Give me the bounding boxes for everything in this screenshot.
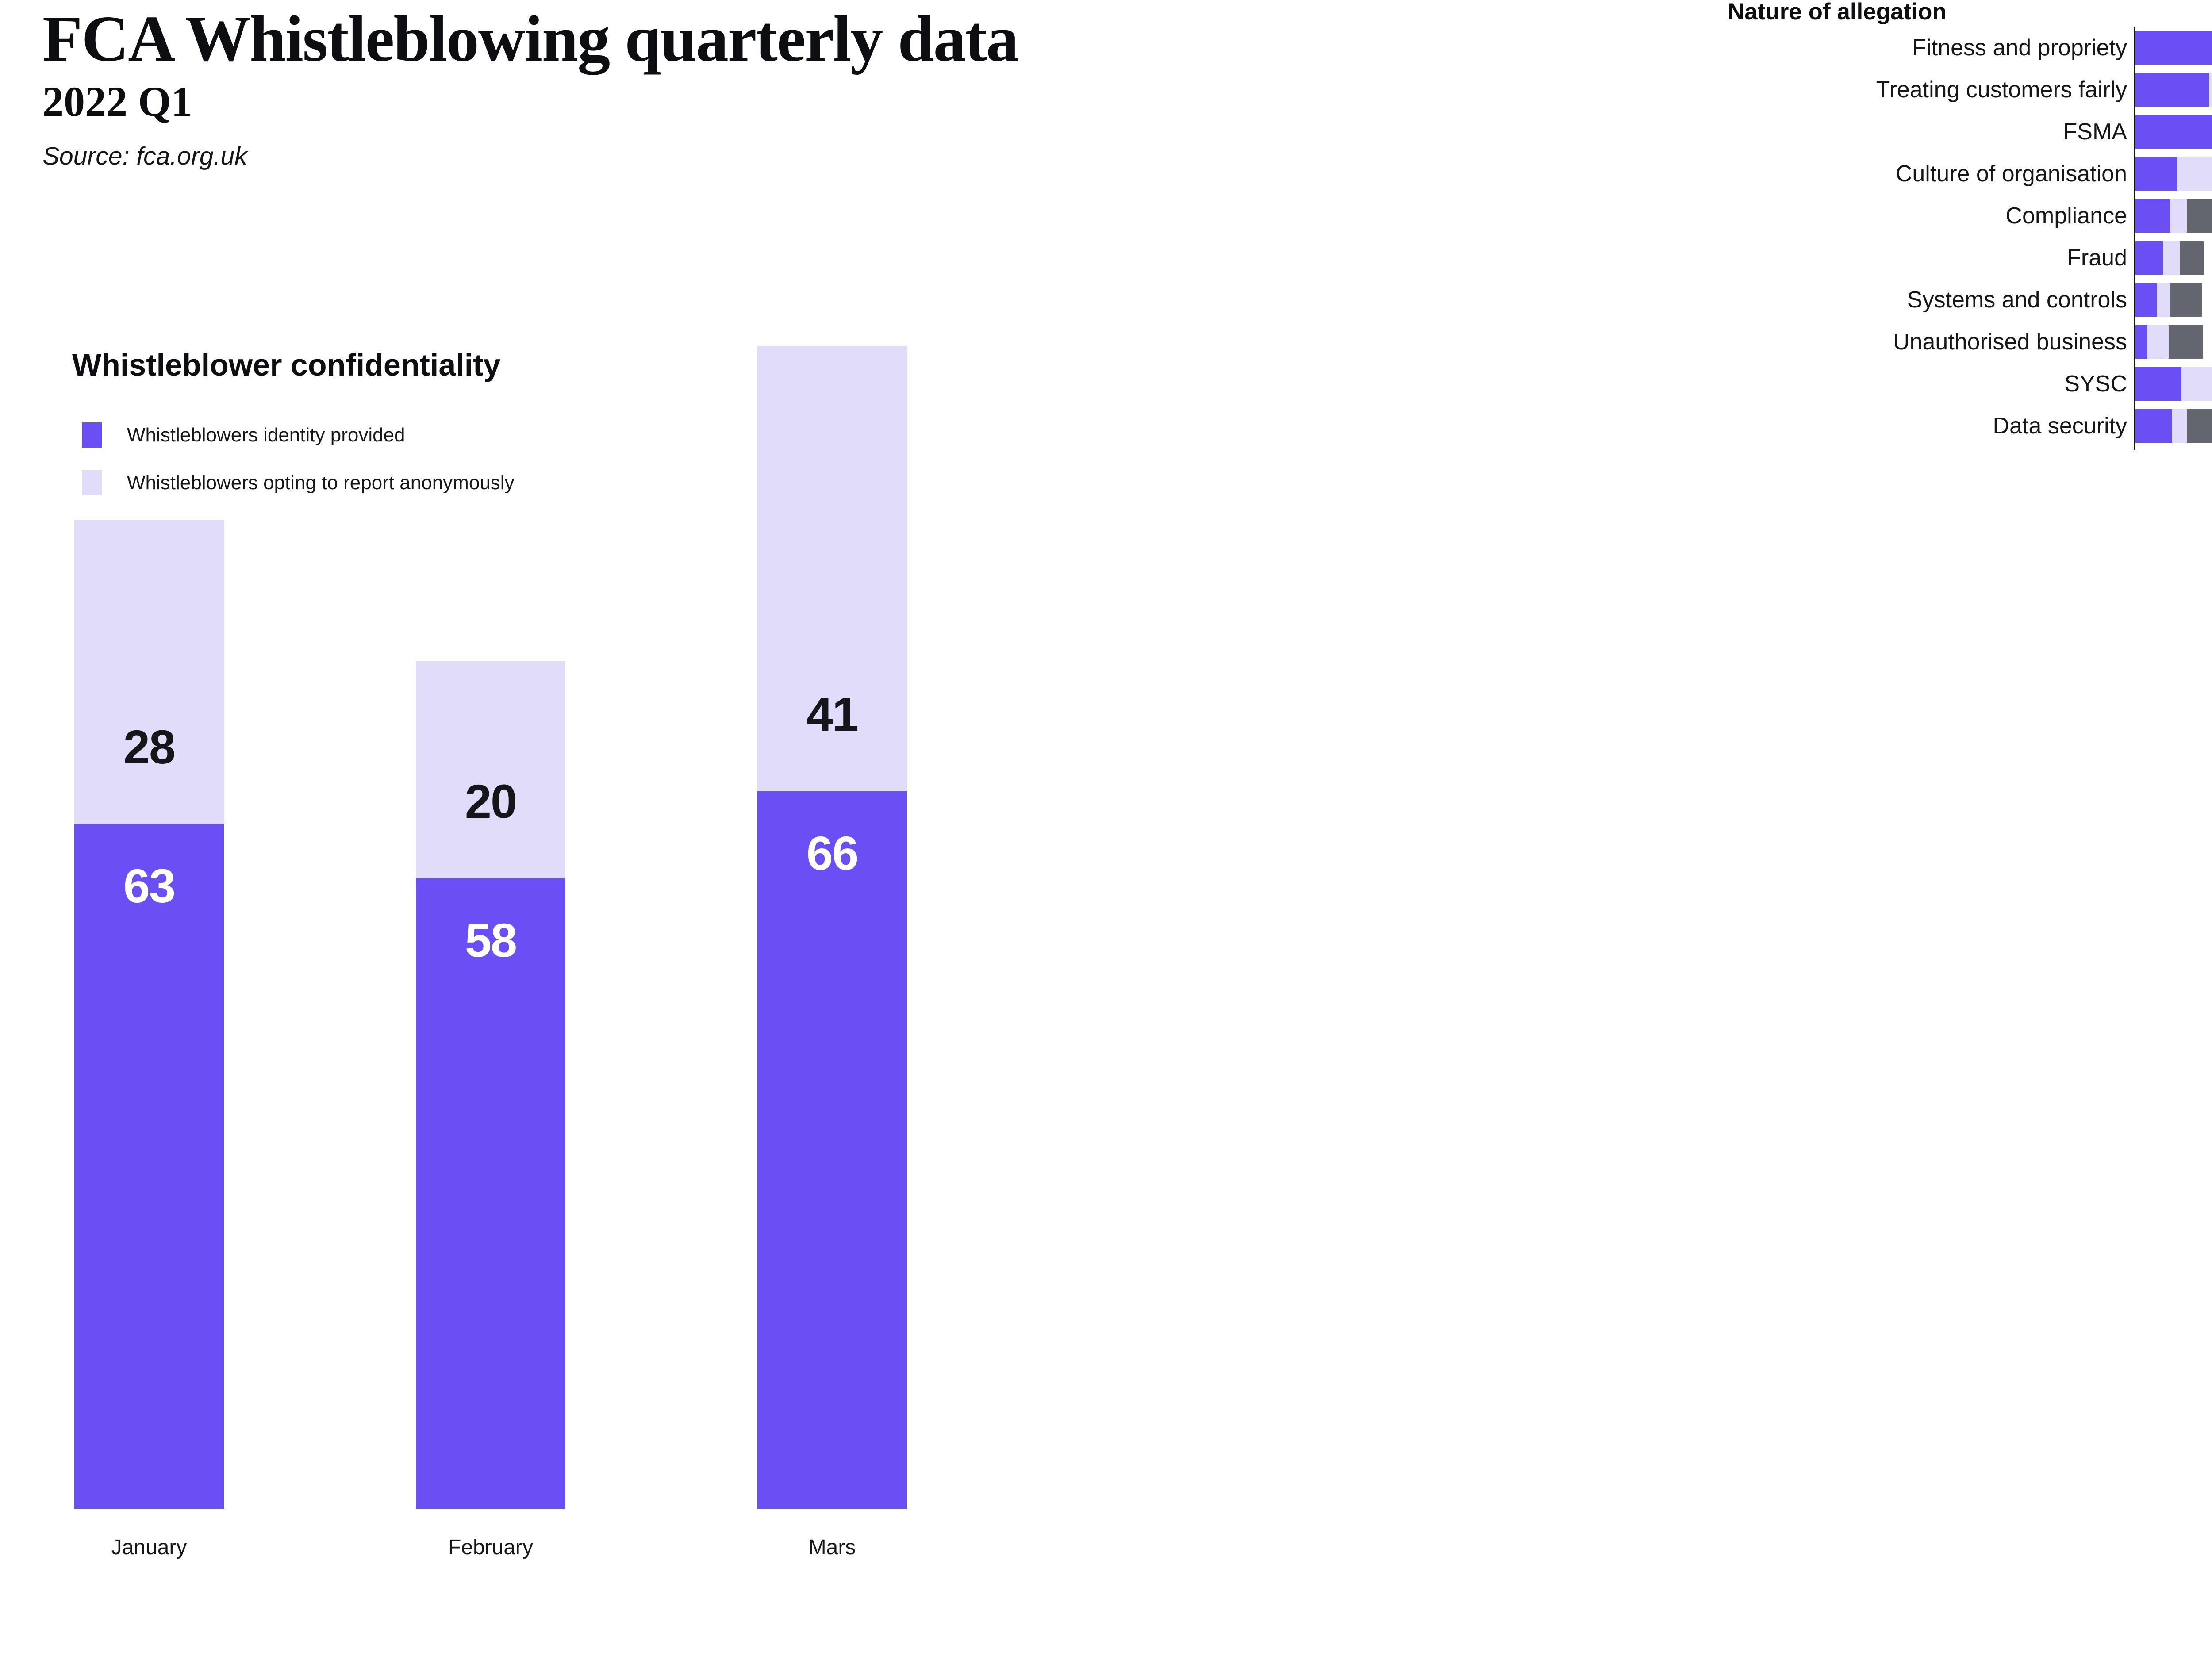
column-stack: 20 58 xyxy=(416,661,565,1509)
column-value-label: 58 xyxy=(465,913,517,967)
allegation-bar-segment-1 xyxy=(2135,73,2209,107)
allegation-bar-segment-2 xyxy=(2172,409,2187,443)
column-value-label: 20 xyxy=(465,774,517,828)
confidentiality-column-chart: 28 63 January 20 58 February 41 66 Mars xyxy=(74,0,907,1559)
allegation-row: Fitness and propriety xyxy=(0,31,2212,65)
column-segment-identified: 58 xyxy=(416,878,565,1509)
allegation-bar-segment-3 xyxy=(2179,241,2204,275)
allegation-bar-segment-2 xyxy=(2163,241,2180,275)
allegation-row: Treating customers fairly xyxy=(0,73,2212,107)
column-segment-anonymous: 41 xyxy=(757,346,907,792)
column-category-label: January xyxy=(111,1536,187,1559)
allegation-row: Fraud xyxy=(0,241,2212,275)
column-stack: 28 63 xyxy=(74,520,224,1509)
allegation-bar-segment-2 xyxy=(2181,367,2212,401)
column-category-label: Mars xyxy=(808,1536,856,1559)
allegation-category-label: SYSC xyxy=(2064,371,2127,397)
legend-item-anonymous: Whistleblowers opting to report anonymou… xyxy=(82,470,515,495)
allegation-row: FSMA xyxy=(0,115,2212,149)
legend-swatch-lavender xyxy=(82,470,102,495)
allegation-category-label: Fraud xyxy=(2067,245,2127,271)
allegation-bar-segment-2 xyxy=(2177,157,2212,191)
allegation-row: Unauthorised business xyxy=(0,325,2212,359)
confidentiality-chart-title: Whistleblower confidentiality xyxy=(72,348,501,382)
column-group: 41 66 xyxy=(757,0,907,1509)
allegation-bar-segment-1 xyxy=(2135,325,2148,359)
allegation-bar-segment-3 xyxy=(2187,199,2212,233)
allegation-bar-segment-2 xyxy=(2156,283,2171,317)
page-subtitle: 2022 Q1 xyxy=(42,78,192,125)
allegation-row: Systems and controls xyxy=(0,283,2212,317)
legend-item-identity-provided: Whistleblowers identity provided xyxy=(82,422,405,448)
allegation-bar-track xyxy=(2135,325,2203,359)
allegation-bar-track xyxy=(2135,367,2212,401)
allegation-category-label: Systems and controls xyxy=(1907,287,2127,313)
allegation-category-label: Culture of organisation xyxy=(1895,161,2127,187)
allegation-category-label: Treating customers fairly xyxy=(1876,77,2127,103)
column-category-label: February xyxy=(448,1536,534,1559)
allegation-bar-segment-1 xyxy=(2135,31,2212,65)
allegation-bar-track xyxy=(2135,409,2212,443)
allegation-bar-segment-1 xyxy=(2135,409,2173,443)
allegation-bar-segment-2 xyxy=(2147,325,2169,359)
allegation-bar-segment-2 xyxy=(2209,73,2212,107)
allegation-category-label: Data security xyxy=(1993,413,2127,439)
column-group: 20 58 xyxy=(416,0,565,1509)
column-segment-anonymous: 20 xyxy=(416,661,565,878)
allegation-bar-track xyxy=(2135,199,2212,233)
title-block: FCA Whistleblowing quarterly data 2022 Q… xyxy=(42,3,1019,171)
allegation-bar-segment-3 xyxy=(2170,283,2202,317)
allegation-category-label: FSMA xyxy=(2063,119,2127,145)
allegation-chart-title: Nature of allegation xyxy=(1728,0,1947,25)
column-value-label: 41 xyxy=(806,687,859,741)
allegation-row: Culture of organisation xyxy=(0,157,2212,191)
allegation-row: Data security xyxy=(0,409,2212,443)
column-value-label: 63 xyxy=(123,859,176,913)
allegation-bar-track xyxy=(2135,115,2212,149)
allegation-bar-segment-3 xyxy=(2187,409,2212,443)
page-title: FCA Whistleblowing quarterly data xyxy=(42,3,1019,75)
allegation-bar-track xyxy=(2135,241,2204,275)
legend-label: Whistleblowers opting to report anonymou… xyxy=(127,472,515,494)
legend-swatch-purple xyxy=(82,422,102,448)
source-credit: Source: fca.org.uk xyxy=(42,142,247,170)
allegation-bar-segment-1 xyxy=(2135,199,2171,233)
allegation-axis-line xyxy=(2134,27,2135,450)
legend-label: Whistleblowers identity provided xyxy=(127,424,405,446)
column-segment-identified: 63 xyxy=(74,824,224,1509)
column-segment-identified: 66 xyxy=(757,791,907,1509)
allegation-bar-segment-1 xyxy=(2135,157,2177,191)
allegation-bar-track xyxy=(2135,157,2212,191)
allegation-bar-segment-1 xyxy=(2135,241,2163,275)
column-value-label: 66 xyxy=(806,826,859,880)
allegation-bar-segment-1 xyxy=(2135,367,2181,401)
column-stack: 41 66 xyxy=(757,346,907,1509)
allegation-bar-segment-3 xyxy=(2168,325,2203,359)
allegation-bar-track xyxy=(2135,31,2212,65)
allegation-category-label: Fitness and propriety xyxy=(1912,35,2127,61)
allegation-category-label: Unauthorised business xyxy=(1893,329,2127,355)
column-value-label: 28 xyxy=(123,720,176,774)
allegation-bar-segment-2 xyxy=(2170,199,2187,233)
allegation-bar-track xyxy=(2135,283,2202,317)
column-segment-anonymous: 28 xyxy=(74,520,224,824)
allegation-row: Compliance xyxy=(0,199,2212,233)
column-group: 28 63 xyxy=(74,0,224,1509)
allegation-category-label: Compliance xyxy=(2005,203,2127,229)
allegation-bar-segment-1 xyxy=(2135,115,2212,149)
allegation-bar-track xyxy=(2135,73,2212,107)
allegation-row: SYSC xyxy=(0,367,2212,401)
allegation-bar-segment-1 xyxy=(2135,283,2157,317)
